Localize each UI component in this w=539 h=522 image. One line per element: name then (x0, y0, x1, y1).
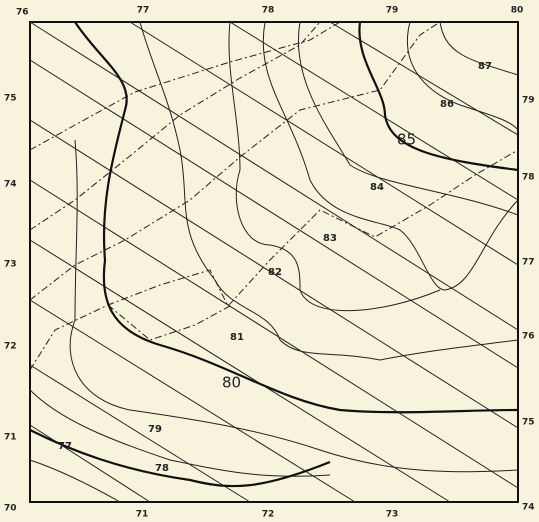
dashed-line (30, 22, 440, 300)
top-labels: 76 77 78 79 80 (16, 6, 523, 18)
left-label: 70 (4, 504, 17, 514)
right-label: 78 (522, 173, 535, 183)
dashed-line (30, 22, 340, 150)
top-label: 78 (262, 6, 275, 16)
top-label: 79 (386, 6, 399, 16)
bottom-labels: 71 72 73 (136, 510, 399, 520)
left-label: 72 (4, 342, 17, 352)
dashed-line (108, 305, 230, 340)
contour-label: 84 (370, 182, 384, 193)
diagonal-line (30, 240, 450, 502)
left-label: 73 (4, 260, 17, 270)
contour-label: 86 (440, 99, 454, 110)
right-label: 77 (522, 258, 535, 268)
contour-label: 79 (148, 424, 162, 435)
left-label: 71 (4, 433, 17, 443)
diagonal-line (30, 365, 250, 502)
top-label: 80 (511, 6, 524, 16)
contour-label: 78 (155, 463, 169, 474)
dashed-lines (30, 22, 518, 370)
bottom-label: 73 (386, 510, 399, 520)
contour-line (30, 460, 120, 502)
contour-label: 82 (268, 267, 282, 278)
page: 76 77 78 79 80 75 74 73 72 71 70 79 78 7… (0, 0, 539, 522)
contour-line (229, 22, 440, 311)
contour-label: 81 (230, 332, 244, 343)
contour-line (359, 22, 518, 170)
corner-label: 76 (16, 8, 29, 18)
contour-label: 85 (397, 131, 416, 149)
contour-label: 83 (323, 233, 337, 244)
right-label: 76 (522, 332, 535, 342)
right-label: 74 (522, 503, 535, 513)
contour-line (407, 22, 518, 130)
dashed-line (30, 150, 518, 370)
left-label: 74 (4, 180, 17, 190)
contour-line (70, 140, 518, 472)
contour-line (75, 22, 518, 412)
contour-label: 87 (478, 61, 492, 72)
left-labels: 75 74 73 72 71 70 (4, 94, 17, 514)
right-label: 75 (522, 418, 535, 428)
contour-label: 80 (222, 374, 241, 392)
diagonal-lines (30, 22, 518, 502)
contour-line (30, 390, 330, 476)
right-labels: 79 78 77 76 75 74 (522, 96, 535, 513)
map-frame (30, 22, 518, 502)
bottom-label: 71 (136, 510, 149, 520)
contour-label: 77 (58, 441, 72, 452)
left-label: 75 (4, 94, 17, 104)
diagonal-line (30, 425, 150, 502)
contour-map: 76 77 78 79 80 75 74 73 72 71 70 79 78 7… (0, 0, 539, 522)
bottom-label: 72 (262, 510, 275, 520)
right-label: 79 (522, 96, 535, 106)
contours (30, 22, 518, 502)
top-label: 77 (137, 6, 150, 16)
diagonal-line (330, 22, 518, 135)
